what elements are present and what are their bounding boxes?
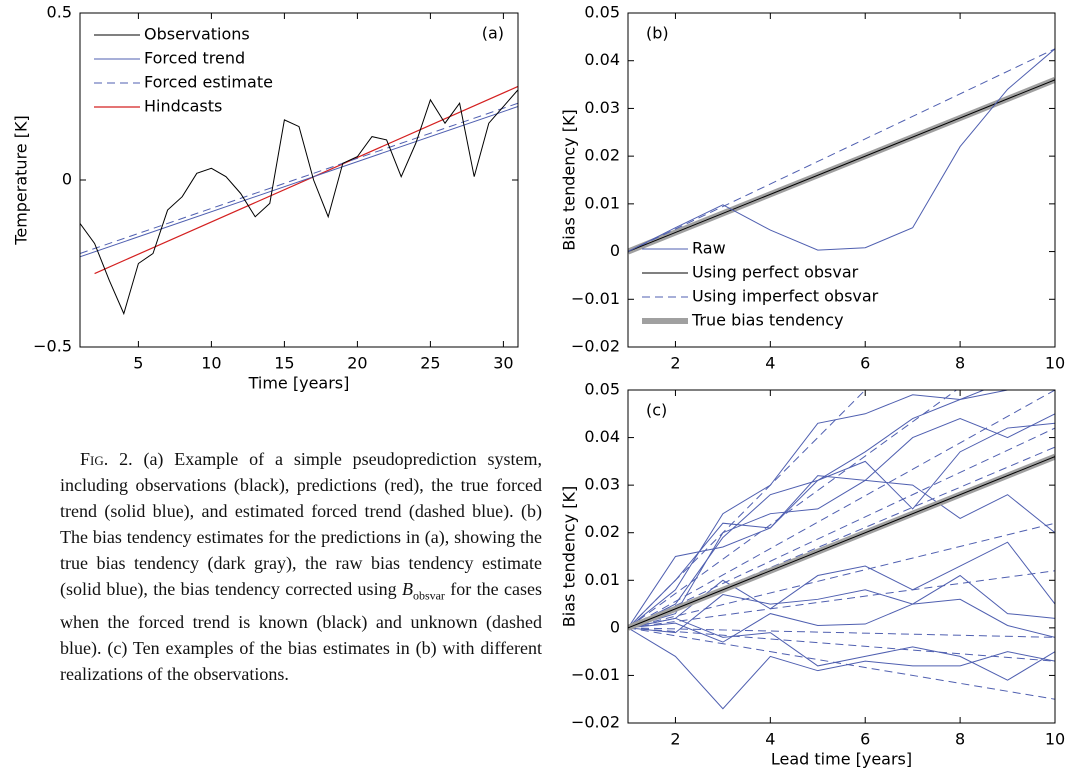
panel-label: (c) [646, 401, 667, 420]
x-tick-label: 30 [493, 354, 513, 373]
y-axis-label: Bias tendency [K] [560, 486, 579, 627]
series-line [628, 390, 986, 629]
x-tick-label: 8 [955, 730, 965, 749]
series-line [628, 617, 1055, 681]
x-tick-label: 20 [347, 354, 367, 373]
series-line [628, 479, 1055, 629]
series-line [80, 106, 518, 258]
plot-area [628, 390, 1055, 710]
series-line [628, 456, 1055, 629]
series-line [628, 79, 1055, 253]
series-line [628, 48, 1055, 253]
x-tick-label: 5 [133, 354, 143, 373]
series-line [628, 627, 1055, 662]
axes-box [627, 12, 1056, 348]
caption-text: for the cases when the forced trend is k… [60, 579, 542, 684]
y-tick-label: 0.5 [47, 3, 72, 22]
series-line [628, 422, 1055, 629]
x-tick-label: 15 [274, 354, 294, 373]
series-line [628, 390, 958, 629]
series-line [628, 390, 1055, 629]
x-tick-label: 10 [1045, 354, 1065, 373]
plot-area [628, 48, 1055, 255]
y-tick-label: 0.04 [584, 427, 620, 446]
legend-label: Raw [692, 239, 726, 258]
legend-label: True bias tendency [691, 311, 844, 330]
y-axis-label: Bias tendency [K] [560, 109, 579, 250]
panel-label: (b) [646, 24, 669, 43]
x-tick-label: 4 [765, 354, 775, 373]
series-line [80, 89, 518, 316]
y-tick-label: −0.01 [571, 665, 620, 684]
series-line [628, 574, 1055, 634]
x-tick-label: 25 [420, 354, 440, 373]
plot-area [80, 85, 518, 316]
y-axis-label: Temperature [K] [12, 115, 31, 245]
series-line [628, 48, 1055, 253]
legend-label: Observations [144, 25, 250, 44]
y-tick-label: −0.01 [571, 289, 620, 308]
x-tick-label: 6 [860, 730, 870, 749]
y-tick-label: 0.02 [584, 146, 620, 165]
series-line [628, 522, 1055, 629]
x-tick-label: 2 [670, 730, 680, 749]
y-tick-label: 0.05 [584, 380, 620, 399]
series-line [628, 413, 1055, 629]
x-axis-label: Lead time [years] [771, 750, 912, 769]
x-tick-label: 8 [955, 354, 965, 373]
caption-symbol: B [401, 579, 413, 599]
y-tick-label: 0.02 [584, 522, 620, 541]
series-line [628, 627, 1055, 638]
series-line [628, 390, 866, 629]
y-tick-label: −0.02 [571, 337, 620, 356]
y-tick-label: 0.01 [584, 193, 620, 212]
x-tick-label: 10 [201, 354, 221, 373]
legend-label: Hindcasts [144, 97, 222, 116]
y-tick-label: 0 [610, 241, 620, 260]
x-tick-label: 10 [1045, 730, 1065, 749]
series-line [628, 427, 1055, 629]
y-tick-label: 0.01 [584, 570, 620, 589]
x-tick-label: 2 [670, 354, 680, 373]
caption: Fig. 2. (a) Example of a simple pseudopr… [60, 446, 542, 687]
caption-label: Fig. 2. [80, 449, 133, 469]
y-tick-label: 0.05 [584, 3, 620, 22]
series-line [94, 85, 518, 275]
y-tick-label: 0.03 [584, 98, 620, 117]
axes-box [79, 12, 519, 348]
axes-box [627, 389, 1056, 724]
y-tick-label: 0 [62, 170, 72, 189]
y-tick-label: 0.04 [584, 50, 620, 69]
y-tick-label: 0.03 [584, 475, 620, 494]
series-line [80, 102, 518, 254]
legend-label: Using perfect obsvar [692, 263, 859, 282]
series-line [628, 627, 1055, 710]
y-tick-label: −0.5 [33, 337, 72, 356]
caption-subscript: obsvar [412, 588, 445, 603]
series-line [628, 598, 1055, 643]
x-tick-label: 6 [860, 354, 870, 373]
series-line [628, 570, 1055, 629]
y-tick-label: −0.02 [571, 713, 620, 732]
caption-text: (a) Example of a simple pseudoprediction… [60, 449, 542, 599]
series-line [628, 390, 1011, 629]
series-line [628, 627, 1055, 700]
legend-label: Using imperfect obsvar [692, 287, 879, 306]
x-axis-label: Time [years] [248, 374, 350, 393]
panel-label: (a) [482, 24, 504, 43]
x-tick-label: 4 [765, 730, 775, 749]
y-tick-label: 0 [610, 617, 620, 636]
legend-label: Forced estimate [144, 73, 273, 92]
legend-label: Forced trend [144, 49, 245, 68]
